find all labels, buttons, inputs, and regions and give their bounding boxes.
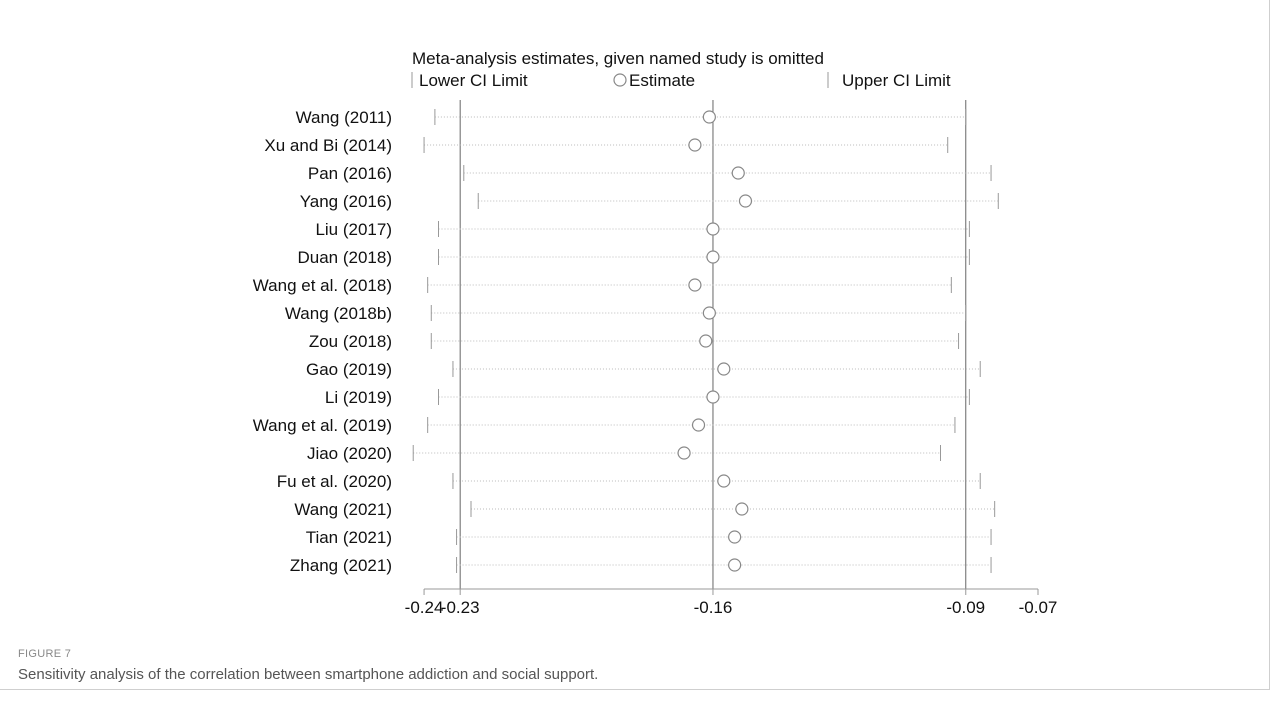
- legend-upper-label: Upper CI Limit: [842, 71, 951, 90]
- study-label: Zhang (2021): [290, 556, 392, 575]
- estimate-point: [699, 334, 713, 348]
- estimate-point: [688, 138, 702, 152]
- estimate-point: [706, 390, 720, 404]
- estimate-point: [688, 278, 702, 292]
- study-label: Tian (2021): [306, 528, 392, 547]
- estimate-point: [738, 194, 753, 208]
- figure-caption: Sensitivity analysis of the correlation …: [18, 666, 599, 683]
- study-label: Duan (2018): [297, 248, 392, 267]
- estimate-point: [677, 446, 691, 460]
- study-label: Li (2019): [325, 388, 392, 407]
- legend: Lower CI Limit Estimate Upper CI Limit: [411, 71, 951, 90]
- estimate-point: [702, 306, 716, 320]
- plot-area: -0.24-0.23 -0.16 -0.09 -0.07 Wang (2011) Xu a…: [253, 100, 1058, 617]
- x-tick-label: -0.23: [441, 598, 480, 617]
- legend-estimate-label: Estimate: [629, 71, 695, 90]
- study-label: Xu and Bi (2014): [264, 136, 392, 155]
- estimate-point: [735, 502, 749, 516]
- study-label: Wang (2021): [294, 500, 392, 519]
- study-label: Liu (2017): [315, 220, 392, 239]
- study-label: Wang et al. (2019): [253, 416, 392, 435]
- chart-title: Meta-analysis estimates, given named stu…: [412, 49, 824, 68]
- x-tick-label: -0.09: [946, 598, 985, 617]
- study-label: Zou (2018): [309, 332, 392, 351]
- legend-lower-label: Lower CI Limit: [419, 71, 528, 90]
- study-label: Wang (2018b): [285, 304, 392, 323]
- sensitivity-chart: Meta-analysis estimates, given named stu…: [253, 49, 1058, 617]
- estimate-point: [691, 418, 706, 432]
- figure-frame: [0, 0, 1270, 690]
- study-label: Wang (2011): [296, 108, 392, 127]
- estimate-point: [702, 110, 716, 124]
- study-label: Wang et al. (2018): [253, 276, 392, 295]
- estimate-point: [731, 166, 745, 180]
- study-label: Yang (2016): [300, 192, 392, 211]
- estimate-point: [717, 474, 731, 488]
- figure-label: FIGURE 7: [18, 648, 72, 660]
- estimate-point: [717, 362, 731, 376]
- study-label: Pan (2016): [308, 164, 392, 183]
- x-tick-label: -0.07: [1019, 598, 1058, 617]
- x-tick-label: -0.24: [405, 598, 444, 617]
- estimate-point: [728, 558, 742, 572]
- legend-estimate-marker: [613, 73, 627, 87]
- estimate-point: [706, 250, 720, 264]
- estimate-point: [728, 530, 742, 544]
- study-label: Fu et al. (2020): [277, 472, 392, 491]
- estimate-point: [706, 222, 720, 236]
- x-tick-label: -0.16: [694, 598, 733, 617]
- study-label: Jiao (2020): [307, 444, 392, 463]
- study-label: Gao (2019): [306, 360, 392, 379]
